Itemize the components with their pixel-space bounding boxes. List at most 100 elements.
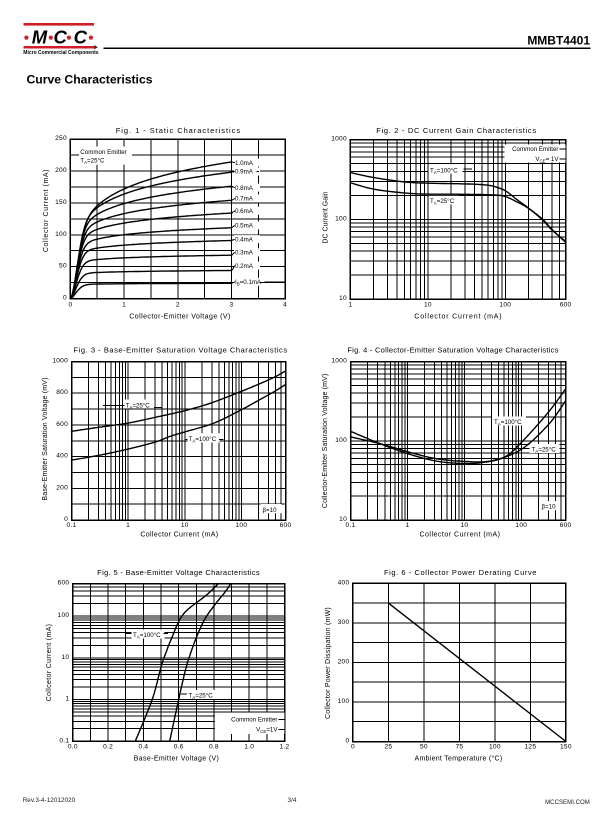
- svg-text:1: 1: [65, 696, 69, 703]
- svg-text:10: 10: [460, 522, 468, 529]
- svg-text:TA=25°C: TA=25°C: [80, 157, 105, 165]
- svg-text:β=10: β=10: [542, 504, 557, 511]
- svg-text:10: 10: [339, 295, 347, 302]
- svg-text:200: 200: [56, 484, 68, 491]
- svg-text:100: 100: [338, 698, 350, 705]
- svg-text:1000: 1000: [331, 358, 347, 365]
- svg-text:MCCSEMI.COM: MCCSEMI.COM: [545, 799, 590, 806]
- svg-text:TA=100°C: TA=100°C: [430, 167, 458, 175]
- svg-text:IB=0.1mA: IB=0.1mA: [235, 279, 262, 287]
- svg-text:4: 4: [283, 301, 287, 308]
- svg-text:Fig. 2 - DC Current Gain Chara: Fig. 2 - DC Current Gain Characteristics: [376, 126, 537, 135]
- svg-text:100: 100: [489, 744, 501, 751]
- svg-text:Collector Power Dissipation (: Collector Power Dissipation (mW): [325, 607, 332, 719]
- svg-text:600: 600: [560, 522, 572, 529]
- svg-text:C: C: [74, 26, 88, 47]
- svg-text:Ambient Temperature (°C): Ambient Temperature (°C): [415, 755, 503, 763]
- svg-text:50: 50: [420, 744, 428, 751]
- svg-text:600: 600: [58, 580, 70, 587]
- svg-text:TA=25°C: TA=25°C: [532, 447, 557, 455]
- svg-text:100: 100: [58, 612, 70, 619]
- svg-text:10: 10: [339, 516, 347, 523]
- svg-text:3/4: 3/4: [288, 797, 297, 804]
- svg-text:1: 1: [405, 522, 409, 529]
- svg-text:Fig. 1 - Static Characteristic: Fig. 1 - Static Characteristics: [116, 126, 241, 135]
- svg-text:1000: 1000: [52, 358, 68, 365]
- svg-text:400: 400: [338, 579, 350, 586]
- svg-text:0: 0: [64, 516, 68, 523]
- svg-text:Fig. 3 - Base-Emitter Saturati: Fig. 3 - Base-Emitter Saturation Voltage…: [74, 346, 288, 355]
- svg-text:600: 600: [56, 421, 68, 428]
- svg-text:150: 150: [55, 199, 67, 206]
- svg-text:C: C: [54, 26, 68, 47]
- svg-text:0.4: 0.4: [138, 744, 148, 751]
- svg-text:Collector-Emitter Saturation V: Collector-Emitter Saturation Voltage (mV…: [322, 374, 329, 509]
- svg-text:100: 100: [335, 437, 347, 444]
- svg-text:100: 100: [335, 215, 347, 222]
- svg-text:Collector Current (mA): Collector Current (mA): [414, 314, 502, 321]
- svg-text:TA=25°C: TA=25°C: [189, 693, 214, 701]
- svg-text:TA=100°C: TA=100°C: [494, 419, 522, 427]
- svg-text:200: 200: [55, 167, 67, 174]
- svg-text:50: 50: [59, 263, 67, 270]
- svg-text:0.1: 0.1: [67, 522, 77, 529]
- svg-text:Fig. 6 - Collector Power Derat: Fig. 6 - Collector Power Derating Curve: [384, 568, 537, 577]
- svg-text:0.0: 0.0: [68, 744, 78, 751]
- svg-text:Collcetor Current (mA): Collcetor Current (mA): [46, 624, 53, 702]
- svg-text:Rev.3-4-12012020: Rev.3-4-12012020: [23, 797, 76, 804]
- svg-text:TA=25°C: TA=25°C: [126, 403, 151, 411]
- svg-text:100: 100: [499, 301, 511, 308]
- svg-text:0: 0: [68, 301, 72, 308]
- svg-text:100: 100: [515, 522, 527, 529]
- svg-text:150: 150: [560, 744, 572, 751]
- svg-text:400: 400: [56, 453, 68, 460]
- svg-text:M: M: [32, 26, 48, 47]
- svg-text:Collector Current (mA): Collector Current (mA): [43, 169, 50, 252]
- svg-text:10: 10: [424, 301, 432, 308]
- svg-text:0.3mA: 0.3mA: [235, 250, 254, 257]
- svg-text:100: 100: [55, 231, 67, 238]
- svg-text:25: 25: [384, 744, 392, 751]
- svg-text:Base-Emitter Voltage (V): Base-Emitter Voltage (V): [134, 756, 219, 763]
- svg-text:0.4mA: 0.4mA: [235, 236, 254, 243]
- svg-text:250: 250: [55, 135, 67, 142]
- svg-text:MMBT4401: MMBT4401: [527, 33, 590, 47]
- svg-text:1: 1: [122, 301, 126, 308]
- svg-text:1.2: 1.2: [280, 744, 290, 751]
- svg-text:1.0mA: 1.0mA: [235, 160, 254, 167]
- svg-text:2: 2: [176, 301, 180, 308]
- svg-text:TA=100°C: TA=100°C: [133, 632, 161, 640]
- svg-text:Common Emitter: Common Emitter: [512, 146, 558, 153]
- svg-text:VCE=1V: VCE=1V: [256, 727, 278, 735]
- svg-text:0: 0: [351, 744, 355, 751]
- svg-text:0.6mA: 0.6mA: [235, 208, 254, 215]
- svg-text:600: 600: [280, 522, 292, 529]
- svg-text:Common Emitter: Common Emitter: [80, 149, 126, 156]
- svg-text:TA=25°C: TA=25°C: [430, 198, 455, 206]
- svg-text:0: 0: [345, 738, 349, 745]
- svg-text:0.1: 0.1: [346, 522, 356, 529]
- svg-text:VCE= 1V: VCE= 1V: [535, 156, 559, 164]
- svg-text:0.2mA: 0.2mA: [235, 263, 254, 270]
- svg-text:0.9mA: 0.9mA: [235, 169, 254, 176]
- svg-text:Micro Commercial Components: Micro Commercial Components: [23, 50, 99, 56]
- svg-text:1: 1: [126, 522, 130, 529]
- svg-text:0.8mA: 0.8mA: [235, 185, 254, 192]
- svg-text:0.2: 0.2: [103, 744, 113, 751]
- svg-text:10: 10: [61, 654, 69, 661]
- svg-text:Fig. 5 - Base-Emitter Voltage: Fig. 5 - Base-Emitter Voltage Characteri…: [97, 568, 260, 577]
- svg-text:300: 300: [338, 619, 350, 626]
- svg-text:0: 0: [63, 295, 67, 302]
- svg-text:Common Emitter: Common Emitter: [231, 717, 277, 724]
- svg-text:3: 3: [229, 301, 233, 308]
- svg-text:0.1: 0.1: [59, 737, 69, 744]
- svg-text:75: 75: [455, 744, 463, 751]
- svg-text:0.8: 0.8: [209, 744, 219, 751]
- svg-text:600: 600: [560, 301, 572, 308]
- svg-text:0.5mA: 0.5mA: [235, 223, 254, 230]
- svg-text:β=10: β=10: [263, 507, 278, 514]
- svg-text:Collector-Emitter Voltage (V): Collector-Emitter Voltage (V): [129, 314, 230, 321]
- svg-text:1000: 1000: [331, 136, 347, 143]
- svg-text:125: 125: [525, 744, 537, 751]
- svg-text:0.6: 0.6: [174, 744, 184, 751]
